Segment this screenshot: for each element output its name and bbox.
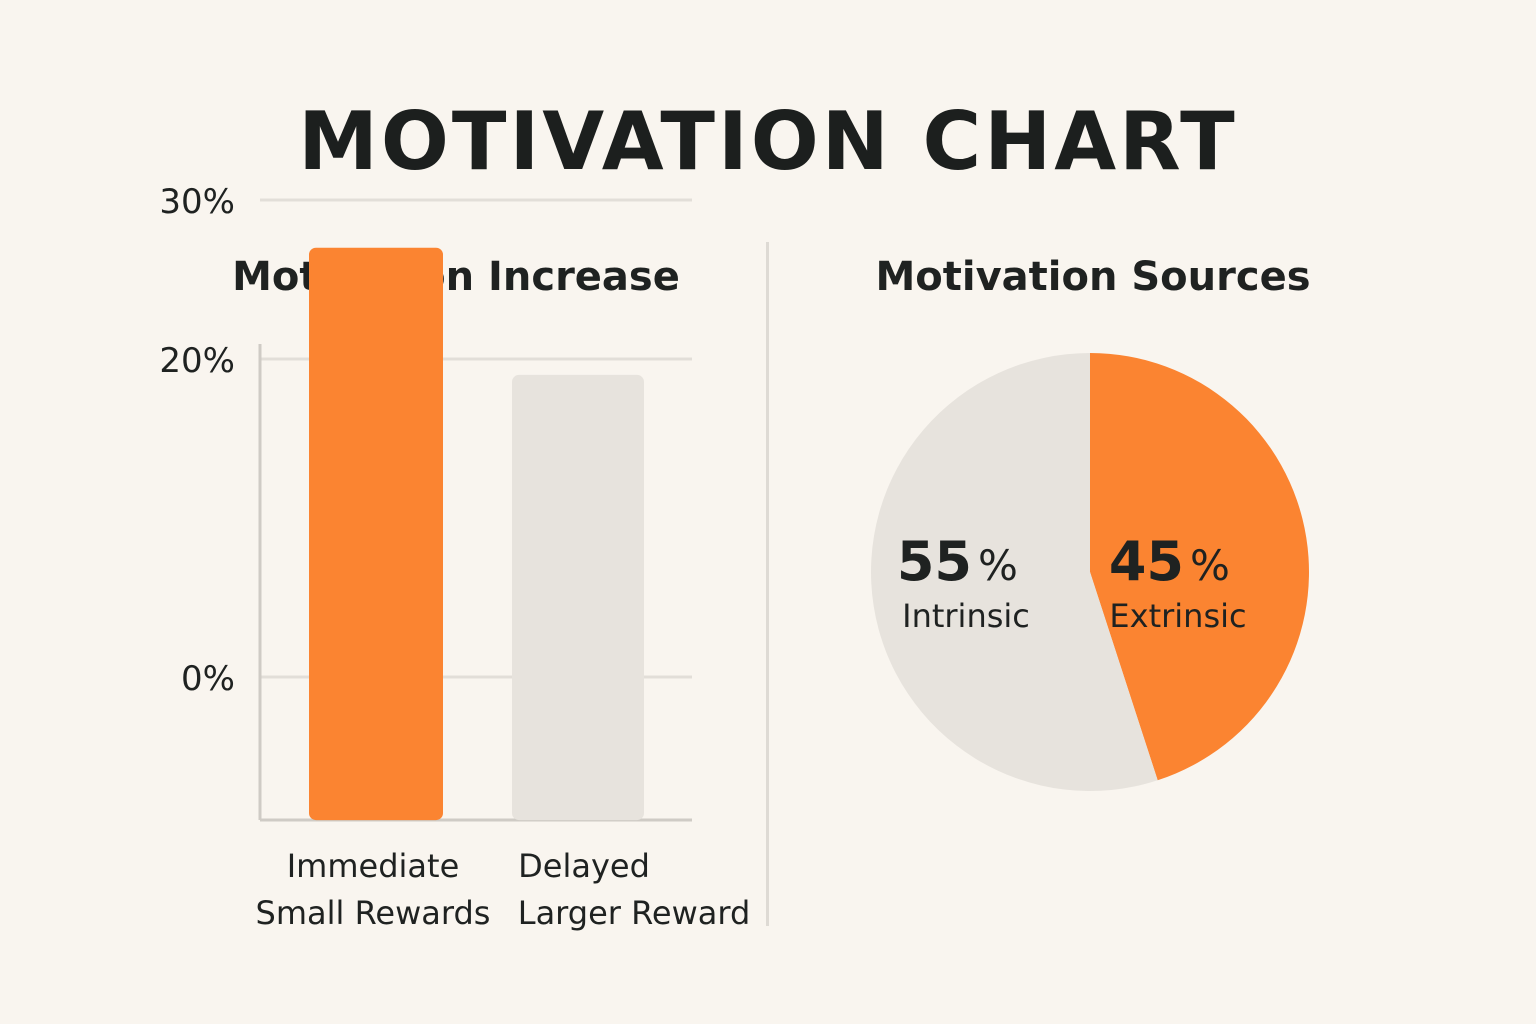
y-tick-label: 30% <box>159 182 235 222</box>
x-category-label: Larger Reward <box>518 894 751 932</box>
pie-slice-intrinsic <box>870 353 1158 791</box>
pie-slice-extrinsic <box>1090 353 1309 781</box>
x-category-label: Delayed <box>518 847 650 885</box>
pie-value-label: 45 <box>1109 530 1184 593</box>
pie-unit-label: % <box>1190 541 1230 590</box>
y-tick-label: 20% <box>159 341 235 381</box>
panel-divider <box>766 242 769 926</box>
pie-unit-label: % <box>978 541 1018 590</box>
x-category-label: Small Rewards <box>256 894 491 932</box>
pie-category-label: Intrinsic <box>902 597 1030 635</box>
bar-chart-title: Motivation Increase <box>232 254 680 300</box>
pie-value-label: 55 <box>897 530 972 593</box>
page-title: MOTIVATION CHART <box>298 95 1238 188</box>
bar <box>512 374 644 821</box>
pie-chart: Motivation Sources 45 % Extrinsic 55 % Intrin… <box>870 254 1311 791</box>
bar-chart: Motivation Increase 30% 20% 0% Immediate Sm… <box>159 182 751 932</box>
y-tick-label: 0% <box>181 659 235 699</box>
pie-category-label: Extrinsic <box>1109 597 1246 635</box>
pie-chart-title: Motivation Sources <box>875 254 1310 300</box>
bar <box>309 247 443 821</box>
x-category-label: Immediate <box>287 847 460 885</box>
